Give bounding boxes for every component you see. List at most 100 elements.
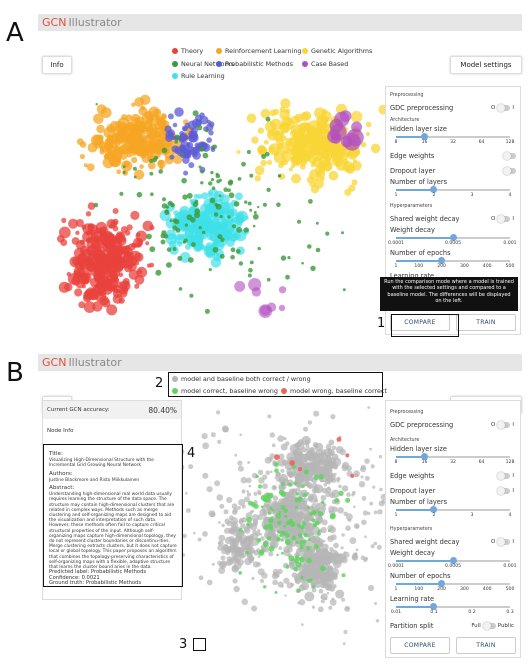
slider-thumb[interactable]: [438, 257, 446, 264]
graph-node: [237, 552, 242, 557]
graph-node: [122, 170, 126, 174]
toggle[interactable]: [497, 214, 511, 223]
graph-node: [237, 177, 242, 181]
info-button[interactable]: Info: [42, 56, 72, 74]
graph-node: [181, 153, 185, 157]
graph-node: [107, 282, 117, 292]
graph-node: [271, 572, 279, 580]
slider-thumb[interactable]: [449, 234, 457, 241]
slider[interactable]: [396, 186, 510, 193]
slider-thumb[interactable]: [430, 506, 438, 513]
graph-node: [134, 148, 141, 155]
toggle[interactable]: [503, 166, 516, 175]
graph-node: [312, 574, 319, 580]
graph-node: [247, 201, 252, 206]
action-button[interactable]: TRAIN: [456, 314, 516, 331]
slider-thumb[interactable]: [421, 453, 428, 460]
graph-node: [313, 543, 319, 550]
slider-fill: [396, 509, 434, 511]
graph-node: [303, 539, 307, 543]
setting-label: Edge weights: [390, 151, 435, 160]
slider-thumb[interactable]: [438, 580, 446, 587]
graph-node: [367, 406, 371, 409]
graph-node: [201, 230, 206, 235]
graph-node: [180, 141, 190, 151]
slider[interactable]: [396, 257, 510, 264]
toggle-off: O: [491, 104, 496, 111]
toggle[interactable]: [497, 537, 511, 546]
graph-node: [277, 568, 283, 575]
graph-node: [372, 485, 376, 489]
graph-node: [216, 494, 223, 501]
brand: GCN: [42, 356, 67, 369]
toggle[interactable]: [497, 471, 511, 480]
slider-tick: 500: [505, 264, 515, 269]
slider[interactable]: [396, 506, 510, 513]
graph-node: [210, 170, 214, 175]
graph-node: [373, 510, 378, 515]
slider-tick: 0.3: [506, 610, 514, 615]
graph-node: [112, 218, 119, 225]
graph-node: [149, 171, 154, 176]
slider[interactable]: [396, 234, 510, 241]
graph-node: [174, 219, 180, 225]
graph-node: [83, 163, 88, 168]
graph-node: [233, 585, 240, 593]
toggle[interactable]: [497, 103, 511, 112]
graph-node: [174, 140, 179, 144]
graph-node: [133, 237, 143, 248]
graph-node: [331, 445, 337, 451]
toggle-row: Shared weight decay O I: [390, 534, 516, 549]
graph-node: [236, 150, 241, 154]
node-text: Title: Visualizing High-Dimensional Struc…: [43, 444, 183, 587]
graph-node: [145, 241, 150, 246]
toggle[interactable]: [497, 420, 511, 429]
slider-thumb[interactable]: [430, 603, 438, 610]
toggle-row: Edge weights: [390, 148, 516, 163]
slider[interactable]: [396, 580, 510, 587]
graph-node: [261, 154, 267, 159]
slider[interactable]: [396, 133, 510, 140]
graph-node: [316, 169, 326, 179]
graph-node: [175, 134, 180, 140]
slider-tick: 1: [394, 264, 398, 269]
legend-item: Theory: [172, 47, 203, 55]
graph-node: [109, 134, 119, 144]
legend-label: Genetic Algorithms: [311, 47, 373, 55]
graph-node: [306, 464, 314, 472]
slider-tick: 32: [450, 460, 456, 465]
toggle[interactable]: [497, 486, 511, 495]
slider-thumb[interactable]: [421, 133, 428, 140]
graph-node: [301, 447, 308, 453]
slider[interactable]: [396, 603, 510, 610]
graph-node: [297, 439, 304, 446]
graph-node: [303, 469, 309, 475]
slider[interactable]: [396, 453, 510, 460]
toggle[interactable]: [503, 151, 516, 160]
graph-node: [332, 153, 339, 160]
action-button[interactable]: TRAIN: [456, 637, 516, 654]
graph-node: [219, 254, 225, 259]
section-heading: Architecture: [390, 438, 420, 443]
graph-node: [80, 272, 90, 282]
graph-node: [228, 192, 235, 199]
graph-node: [216, 410, 221, 415]
graph-node: [87, 202, 96, 210]
graph-node: [260, 108, 271, 119]
setting-label: GDC preprocessing: [390, 420, 454, 429]
graph-node: [320, 583, 325, 589]
toggle-row: Dropout layer: [390, 163, 516, 178]
slider-thumb[interactable]: [449, 557, 457, 564]
graph-node: [306, 557, 312, 564]
slider-thumb[interactable]: [430, 186, 438, 193]
graph-node: [320, 565, 326, 572]
graph-node: [361, 496, 367, 501]
graph-node: [341, 533, 345, 537]
graph-node: [237, 465, 244, 472]
settings-button[interactable]: Model settings: [450, 56, 522, 74]
action-button[interactable]: COMPARE: [390, 637, 450, 654]
slider[interactable]: [396, 557, 510, 564]
toggle[interactable]: [482, 621, 496, 630]
graph-node: [290, 142, 299, 151]
graph-node: [307, 526, 313, 532]
